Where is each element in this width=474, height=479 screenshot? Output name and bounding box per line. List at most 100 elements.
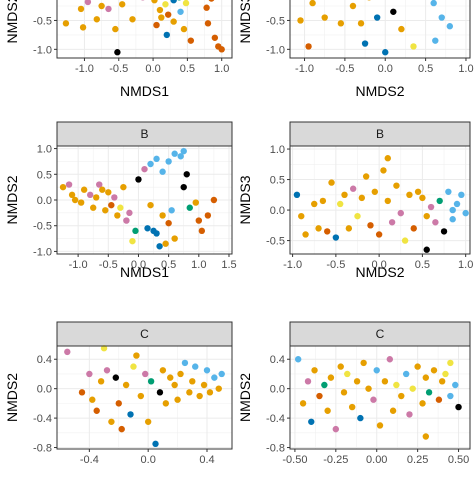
panel-border [56,345,233,450]
y-tick-label: -0.5 [33,15,52,27]
panel-B-left: B -1.0 -0.5 0.0 0.5 1.0 1.5 1.0 0.5 0.0 -0.5 -1.0 NM… [4,121,237,280]
data-point [452,381,459,389]
y-tick-label: -0.4 [266,413,285,425]
x-tick-label: 0.4 [199,454,214,466]
data-point [305,43,312,50]
data-point [297,17,304,24]
x-tick-label: -1.0 [69,259,88,271]
data-point [430,0,437,7]
data-point [311,200,318,208]
x-tick-label: 0.5 [418,63,433,75]
data-point [171,381,178,389]
data-point [447,392,454,400]
data-point [375,231,383,238]
data-point [436,197,443,205]
data-point [137,392,145,400]
panel-border [289,0,471,59]
x-axis-title: NMDS1 [120,264,169,280]
data-point [129,16,136,23]
data-point [348,403,356,411]
data-point [427,203,435,211]
data-point [458,191,465,199]
data-point [177,8,184,15]
data-point [414,363,421,370]
data-point [159,367,167,374]
data-point [105,5,112,13]
y-tick-label: 0.5 [37,169,52,181]
x-axis-title: NMDS2 [355,83,404,99]
data-point [446,23,454,30]
data-point [309,0,316,7]
data-point [409,385,416,392]
data-point [163,31,171,39]
data-point [324,228,331,235]
data-point [182,0,190,7]
data-point [315,225,322,232]
data-point [187,37,195,44]
data-point [406,191,413,199]
x-tick-label: -0.50 [282,454,307,466]
data-point [218,370,225,378]
data-point [210,196,218,204]
data-point [142,370,149,378]
data-point [308,418,315,425]
data-point [200,381,208,389]
data-point [419,194,426,202]
data-point [386,356,394,363]
data-point [422,374,430,381]
y-tick-label: -0.4 [33,413,52,425]
y-tick-label: -0.5 [266,236,285,248]
data-point [215,385,222,392]
x-tick-label: 1.0 [458,259,473,271]
data-point [402,370,410,378]
data-point [332,425,340,433]
data-point [89,396,96,403]
y-tick-label: 0.0 [37,195,52,207]
data-point [204,212,212,219]
y-tick-label: -1.0 [33,246,52,258]
data-point [447,359,454,367]
data-point [398,25,405,33]
panel-background [57,0,232,58]
panel-background [290,146,470,254]
data-point [114,49,121,56]
data-point [367,0,371,1]
data-point [398,392,405,400]
x-tick-label: 0.00 [366,454,387,466]
panel-border [56,0,233,59]
data-point [455,403,462,411]
x-axis-title: NMDS1 [120,83,169,99]
x-tick-label: 0.5 [180,63,195,75]
data-point [100,345,108,352]
data-point [354,212,361,220]
panel-C-right: C -0.50 -0.25 0.00 0.25 0.50 0.4 0.0 -0.4 -0.8 NMD… [237,321,471,466]
data-point [406,411,413,418]
data-point [299,400,307,407]
data-point [370,396,377,403]
data-point [71,196,79,204]
data-point [208,0,215,2]
data-point [147,160,154,168]
data-point [311,367,318,374]
data-point [64,348,71,356]
data-point [393,381,400,389]
data-point [401,237,409,244]
data-point [141,0,145,1]
data-point [321,14,328,21]
data-point [438,378,446,385]
x-tick-label: 1.5 [221,259,236,271]
data-point [302,231,309,238]
data-point [156,243,163,250]
data-point [442,370,449,378]
data-point [177,0,181,1]
data-point [422,433,430,440]
data-point [381,378,389,385]
x-tick-label: -1.0 [283,259,302,271]
y-axis-title: NMDS3 [237,175,253,224]
data-point [165,158,172,165]
data-point [357,414,364,422]
y-tick-label: 0.0 [270,205,285,217]
y-tick-label: -0.5 [266,15,285,27]
data-point [327,374,335,381]
y-tick-label: 1.0 [37,144,52,156]
